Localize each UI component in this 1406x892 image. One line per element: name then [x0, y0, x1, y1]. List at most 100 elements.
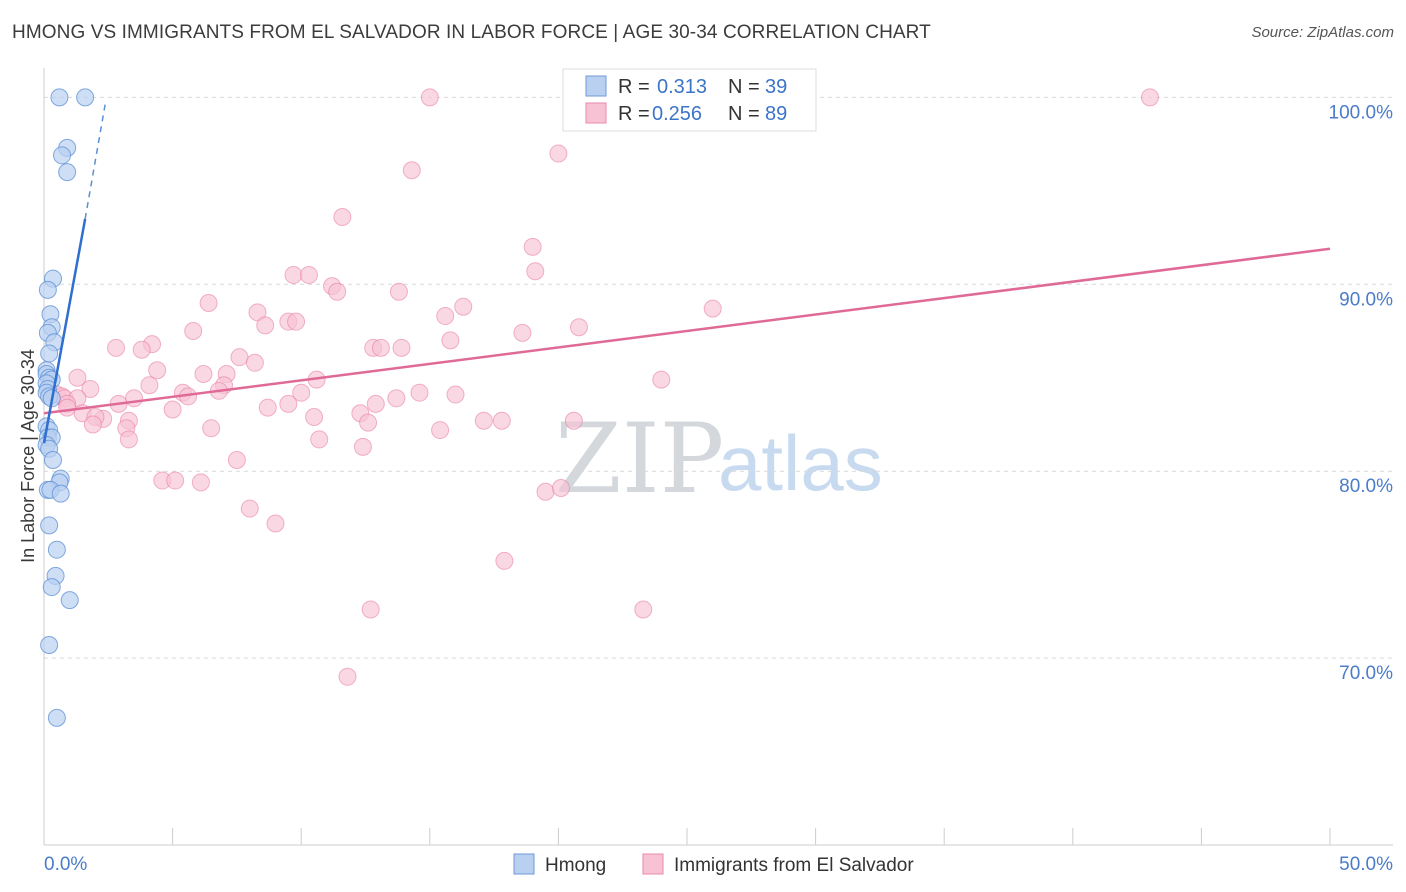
legend-r-label-hmong: R = — [618, 76, 650, 98]
point-salvador-57 — [279, 394, 298, 413]
point-salvador-47 — [125, 389, 144, 408]
legend-n-value-hmong: 39 — [765, 76, 787, 98]
bottom-legend-swatch-salvador — [642, 853, 664, 875]
trend-line-salvador — [43, 247, 1331, 415]
point-hmong-38 — [40, 636, 59, 655]
point-salvador-30 — [230, 348, 249, 367]
point-salvador-81 — [536, 482, 555, 501]
point-salvador-73 — [431, 421, 450, 440]
point-salvador-2 — [549, 144, 568, 163]
point-hmong-3 — [53, 146, 72, 165]
point-salvador-40 — [81, 379, 100, 398]
point-salvador-27 — [371, 338, 390, 357]
point-hmong-11 — [40, 344, 59, 363]
point-salvador-38 — [140, 376, 159, 395]
point-hmong-33 — [40, 516, 59, 535]
point-salvador-7 — [284, 265, 303, 284]
point-salvador-6 — [526, 262, 545, 281]
series-hmong-points — [37, 88, 95, 727]
point-salvador-12 — [199, 293, 218, 312]
legend-r-label-salvador: R = — [618, 103, 650, 125]
point-salvador-43 — [292, 383, 311, 402]
point-hmong-0 — [50, 88, 69, 107]
point-salvador-32 — [148, 361, 167, 380]
point-salvador-68 — [492, 411, 511, 430]
point-salvador-16 — [436, 307, 455, 326]
point-salvador-13 — [454, 297, 473, 316]
point-hmong-39 — [47, 708, 66, 727]
legend-n-value-salvador: 89 — [765, 103, 787, 125]
point-salvador-25 — [107, 338, 126, 357]
point-salvador-4 — [333, 208, 352, 226]
trend-line-hmong — [42, 218, 87, 444]
series-legend: Hmong Immigrants from El Salvador — [513, 853, 914, 876]
point-salvador-66 — [359, 413, 378, 432]
point-salvador-76 — [353, 437, 372, 456]
trend-lines — [42, 100, 1331, 444]
point-salvador-1 — [1140, 88, 1159, 107]
point-salvador-84 — [266, 514, 285, 533]
y-tick-label-0: 100.0% — [1329, 102, 1394, 123]
point-salvador-8 — [299, 265, 318, 284]
watermark-atlas: atlas — [718, 419, 883, 507]
point-hmong-34 — [47, 540, 66, 559]
correlation-legend: R = 0.313 N = 39 R = 0.256 N = 89 — [562, 68, 817, 132]
point-salvador-21 — [184, 322, 203, 341]
legend-swatch-hmong — [585, 75, 607, 97]
point-salvador-80 — [191, 473, 210, 492]
y-tick-label-2: 80.0% — [1339, 476, 1393, 497]
point-hmong-1 — [76, 88, 95, 107]
point-salvador-83 — [240, 499, 259, 518]
point-salvador-53 — [387, 389, 406, 408]
legend-r-value-salvador: 0.256 — [652, 103, 702, 125]
point-salvador-29 — [132, 340, 151, 359]
point-salvador-69 — [564, 411, 583, 430]
x-tick-label-max: 50.0% — [1339, 854, 1393, 875]
point-salvador-44 — [410, 383, 429, 402]
bottom-legend-label-salvador: Immigrants from El Salvador — [674, 855, 914, 876]
point-salvador-45 — [446, 385, 465, 404]
point-salvador-82 — [551, 479, 570, 498]
point-hmong-6 — [38, 280, 57, 299]
point-salvador-77 — [227, 450, 246, 469]
source-label: Source: ZipAtlas.com — [1251, 24, 1394, 41]
axes — [43, 68, 1393, 846]
point-hmong-4 — [58, 163, 77, 182]
y-axis-label: In Labor Force | Age 30-34 — [18, 349, 38, 563]
point-salvador-74 — [119, 430, 138, 449]
chart-title: HMONG VS IMMIGRANTS FROM EL SALVADOR IN … — [12, 22, 931, 43]
point-hmong-32 — [51, 484, 70, 503]
point-salvador-87 — [634, 600, 653, 619]
point-salvador-0 — [420, 88, 439, 107]
point-salvador-56 — [258, 398, 277, 417]
point-salvador-37 — [652, 370, 671, 389]
point-salvador-31 — [245, 353, 264, 372]
bottom-legend-swatch-hmong — [513, 853, 535, 875]
point-salvador-3 — [402, 161, 421, 180]
point-salvador-75 — [310, 430, 329, 449]
point-salvador-14 — [703, 299, 722, 318]
point-salvador-33 — [194, 365, 213, 383]
point-salvador-86 — [361, 600, 380, 619]
point-salvador-72 — [202, 419, 221, 438]
point-salvador-11 — [389, 282, 408, 301]
point-hmong-36 — [42, 578, 61, 597]
point-salvador-59 — [58, 398, 77, 417]
point-salvador-23 — [441, 331, 460, 350]
point-hmong-37 — [60, 591, 79, 610]
point-salvador-5 — [523, 237, 542, 256]
point-salvador-35 — [68, 368, 87, 387]
point-salvador-67 — [474, 411, 493, 430]
legend-n-label-hmong: N = — [728, 76, 760, 98]
gridlines — [44, 96, 1393, 659]
trend-line-hmong-extension — [84, 100, 107, 219]
point-salvador-28 — [392, 338, 411, 357]
point-salvador-10 — [328, 282, 347, 301]
y-tick-label-3: 70.0% — [1339, 663, 1393, 684]
point-hmong-27 — [44, 450, 63, 469]
watermark-zip: ZIP — [555, 403, 724, 515]
point-salvador-20 — [569, 318, 588, 337]
y-tick-label-1: 90.0% — [1339, 289, 1393, 310]
point-salvador-22 — [513, 323, 532, 342]
